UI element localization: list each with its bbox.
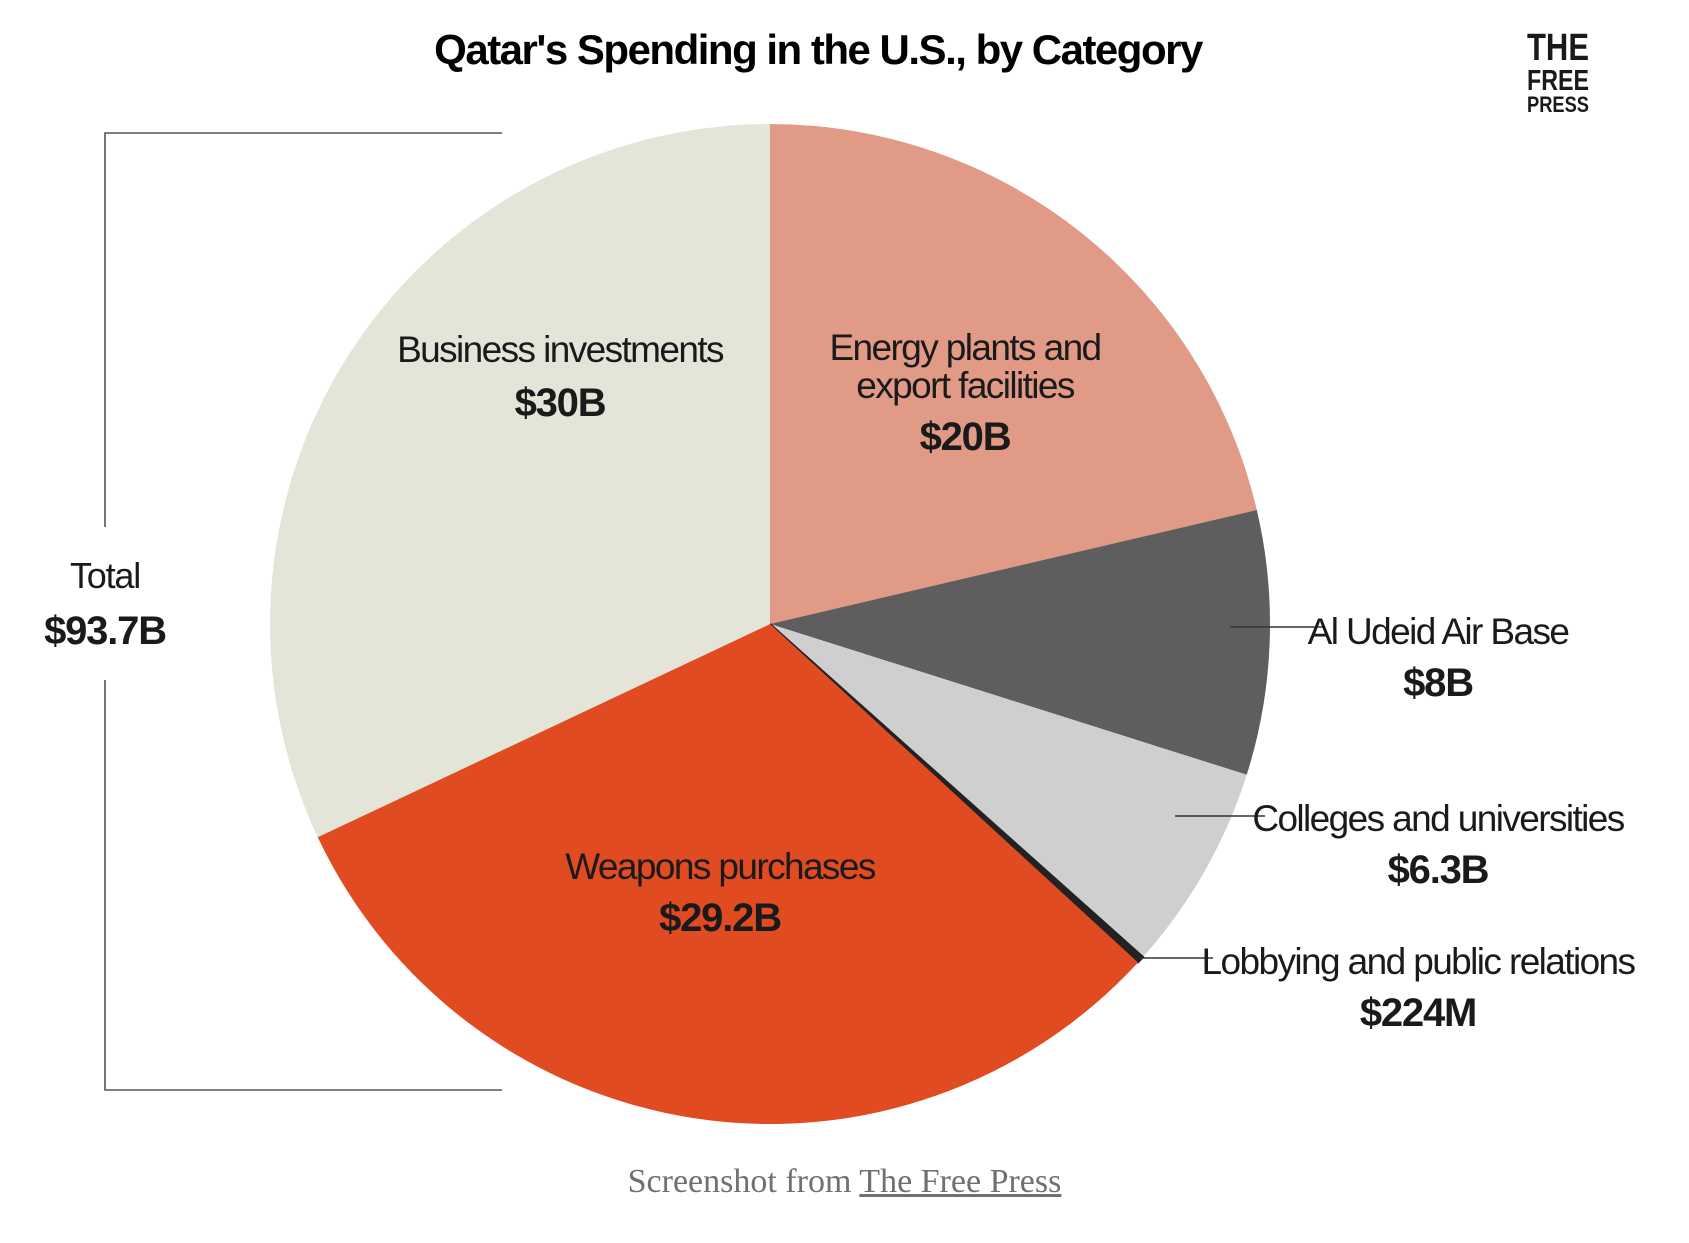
slice-value-lobbying-and-public-relations: $224M: [1360, 991, 1476, 1035]
slice-value-energy-plants-and-export-facilities: $20B: [920, 415, 1011, 459]
slice-value-colleges-and-universities: $6.3B: [1388, 848, 1489, 892]
logo-line-free: FREE: [1527, 65, 1589, 97]
pie-slice-colleges-and-universities: [770, 624, 1247, 957]
slice-value-al-udeid-air-base: $8B: [1403, 661, 1473, 705]
slice-label-al-udeid-air-base: Al Udeid Air Base: [1308, 611, 1569, 652]
logo-line-the: THE: [1527, 27, 1589, 69]
slice-value-weapons-purchases: $29.2B: [659, 896, 781, 940]
total-bracket: Total $93.7B: [44, 132, 502, 1091]
total-label: Total: [70, 555, 140, 596]
chart-title: Qatar's Spending in the U.S., by Categor…: [434, 26, 1204, 73]
pie-slices: [270, 124, 1270, 1125]
caption-prefix: Screenshot from: [627, 1163, 860, 1200]
publisher-logo: THE FREE PRESS: [1527, 27, 1589, 117]
slice-label-lobbying-and-public-relations: Lobbying and public relations: [1202, 941, 1636, 982]
caption-source-link[interactable]: The Free Press: [859, 1163, 1062, 1200]
slice-label-weapons-purchases: Weapons purchases: [565, 846, 876, 887]
slice-label-energy-plants-and-export-facilities-line-1: Energy plants and: [829, 327, 1100, 368]
slice-label-energy-plants-and-export-facilities-line-2: export facilities: [856, 365, 1075, 406]
pie-slice-al-udeid-air-base: [770, 510, 1270, 775]
pie-slice-lobbying-and-public-relations: [769, 623, 1145, 964]
image-caption: Screenshot from The Free Press: [0, 1163, 1689, 1201]
slice-label-business-investments: Business investments: [397, 329, 724, 370]
pie-slice-weapons-purchases: [317, 624, 1139, 1125]
pie-slice-business-investments: [270, 124, 770, 838]
leader-lines: [1140, 626, 1325, 959]
bracket-bottom-line: [104, 680, 502, 1091]
slice-value-business-investments: $30B: [515, 381, 606, 425]
logo-line-press: PRESS: [1527, 92, 1589, 117]
pie-slice-energy-plants-and-export-facilities: [770, 124, 1257, 624]
total-value: $93.7B: [44, 609, 166, 653]
slice-label-colleges-and-universities: Colleges and universities: [1252, 798, 1624, 839]
bracket-top-line: [104, 132, 502, 527]
